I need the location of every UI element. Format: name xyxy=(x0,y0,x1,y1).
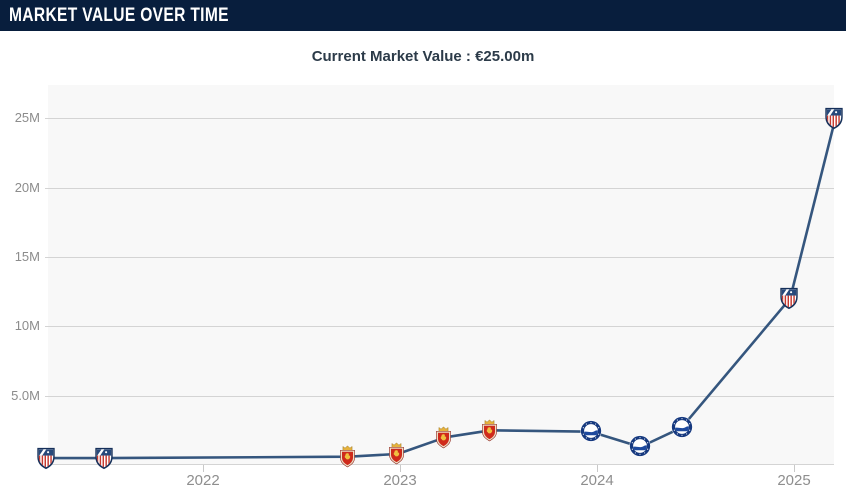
real-zaragoza-crest-icon xyxy=(481,419,497,442)
y-axis-label: 10M xyxy=(14,318,40,334)
current-market-value-text: Current Market Value : €25.00m xyxy=(311,48,535,65)
x-axis-label: 2022 xyxy=(186,472,220,489)
y-axis-label: 15M xyxy=(14,248,40,264)
alaves-crest-icon xyxy=(671,416,693,438)
y-axis-label: 25M xyxy=(14,110,40,126)
data-point-marker[interactable] xyxy=(338,445,357,468)
data-point-marker[interactable] xyxy=(824,107,844,130)
real-zaragoza-crest-icon xyxy=(389,442,404,465)
alaves-crest-icon xyxy=(629,435,651,458)
x-axis-tick xyxy=(203,465,204,472)
y-gridline xyxy=(45,395,834,397)
x-axis-tick xyxy=(794,465,795,472)
x-axis-tick xyxy=(597,465,598,472)
x-axis-label: 2024 xyxy=(580,472,614,489)
atletico-madrid-crest-icon xyxy=(94,447,113,469)
atletico-madrid-crest-icon xyxy=(825,107,844,129)
atletico-madrid-crest-icon xyxy=(37,447,56,469)
plot-area xyxy=(48,85,834,465)
data-point-marker[interactable] xyxy=(434,426,453,449)
y-gridline xyxy=(45,187,834,189)
data-point-marker[interactable] xyxy=(480,419,499,442)
data-point-marker[interactable] xyxy=(671,416,693,438)
y-axis-label: 20M xyxy=(14,179,40,195)
real-zaragoza-crest-icon xyxy=(339,445,355,468)
y-gridline xyxy=(45,118,834,120)
x-axis-tick xyxy=(400,465,401,472)
data-point-marker[interactable] xyxy=(580,420,602,442)
y-gridline xyxy=(45,256,834,258)
alaves-crest-icon xyxy=(580,420,602,442)
x-axis-label: 2023 xyxy=(383,472,417,489)
real-zaragoza-crest-icon xyxy=(436,426,452,449)
data-point-marker[interactable] xyxy=(36,447,56,470)
data-point-marker[interactable] xyxy=(387,442,406,465)
atletico-madrid-crest-icon xyxy=(780,287,798,310)
y-axis-label: 5.0M xyxy=(11,387,40,403)
data-point-marker[interactable] xyxy=(779,287,799,310)
widget-title: MARKET VALUE OVER TIME xyxy=(9,4,229,26)
data-point-marker[interactable] xyxy=(629,435,651,458)
y-gridline xyxy=(45,326,834,328)
data-point-marker[interactable] xyxy=(94,447,114,470)
widget-header: MARKET VALUE OVER TIME xyxy=(0,0,846,31)
x-axis-label: 2025 xyxy=(777,472,811,489)
